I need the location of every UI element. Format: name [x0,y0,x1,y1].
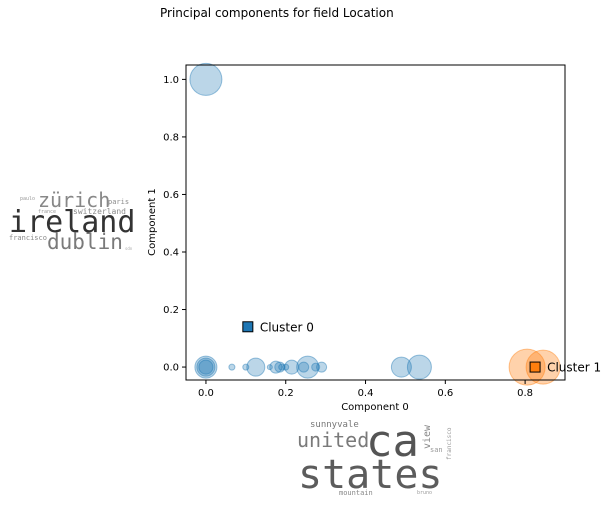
point-cluster-0-2 [196,357,216,377]
points-layer [189,62,561,386]
word-francisco-bottom: francisco [446,427,453,460]
word-bruno: bruno [417,490,432,496]
point-cluster-1-0 [508,348,546,386]
point-cluster-0-17 [390,356,412,378]
word-sdn: sdn [125,246,133,251]
cluster-label-0: Cluster 0 [260,320,314,334]
plot-area [186,65,565,380]
point-cluster-0-14 [296,355,320,379]
cluster-label-1: Cluster 1 [547,361,601,375]
plot-frame [185,64,566,381]
word-paulo: paulo [20,196,35,202]
wordcloud-left: ireland zürich dublin switzerland paris … [9,188,135,254]
point-cluster-0-4 [228,363,236,371]
word-view: view [422,424,433,449]
x-axis-ticks: 0.0 0.2 0.4 0.6 0.8 [198,380,533,399]
y-axis-label: Component 1 [147,188,158,256]
point-cluster-0-16 [316,361,328,373]
chart-title: Principal components for field Location [160,6,394,20]
point-cluster-0-13 [298,361,310,373]
point-cluster-0-18 [406,354,432,380]
word-switzerland: switzerland [73,207,126,216]
point-cluster-0-12 [284,359,300,375]
x-tick-label: 0.8 [517,388,533,399]
x-tick-label: 0.4 [358,388,374,399]
point-cluster-0-11 [282,363,290,371]
word-zurich: zürich [38,188,110,212]
cluster-marker-0 [242,321,254,333]
point-cluster-1-1 [525,349,561,385]
word-san: san [430,446,443,454]
point-cluster-0-9 [274,361,286,373]
y-tick-label: 0.6 [163,190,179,201]
y-tick-label: 0.2 [163,305,179,316]
x-tick-label: 0.2 [278,388,294,399]
word-paris: paris [108,198,129,206]
cluster-marker-1 [529,361,541,373]
word-mountain: mountain [339,489,373,497]
word-states: states [298,452,443,498]
point-cluster-0-15 [311,362,321,372]
x-tick-label: 0.6 [437,388,453,399]
point-cluster-0-1 [194,355,218,379]
wordcloud-bottom: ca states united sunnyvale view san fran… [297,416,453,498]
y-tick-label: 1.0 [163,75,179,86]
point-cluster-0-0 [189,62,223,96]
word-france: france [38,209,56,215]
cluster-labels: Cluster 0 Cluster 1 [242,320,601,375]
point-cluster-0-10 [278,363,286,371]
point-cluster-0-7 [266,364,273,371]
word-sunnyvale: sunnyvale [310,420,359,430]
y-axis-ticks: 0.0 0.2 0.4 0.6 0.8 1.0 [163,75,186,374]
word-dublin: dublin [47,230,123,254]
word-francisco: francisco [9,234,47,242]
y-tick-label: 0.4 [163,247,179,258]
word-ireland: ireland [9,205,135,240]
point-cluster-0-8 [269,360,283,374]
x-axis-label: Component 0 [341,402,409,413]
word-united: united [297,428,369,452]
point-cluster-0-6 [246,357,266,377]
point-cluster-0-3 [198,359,214,375]
y-tick-label: 0.8 [163,132,179,143]
x-tick-label: 0.0 [198,388,214,399]
word-ca: ca [366,416,419,467]
point-cluster-0-5 [242,363,250,371]
y-tick-label: 0.0 [163,363,179,374]
